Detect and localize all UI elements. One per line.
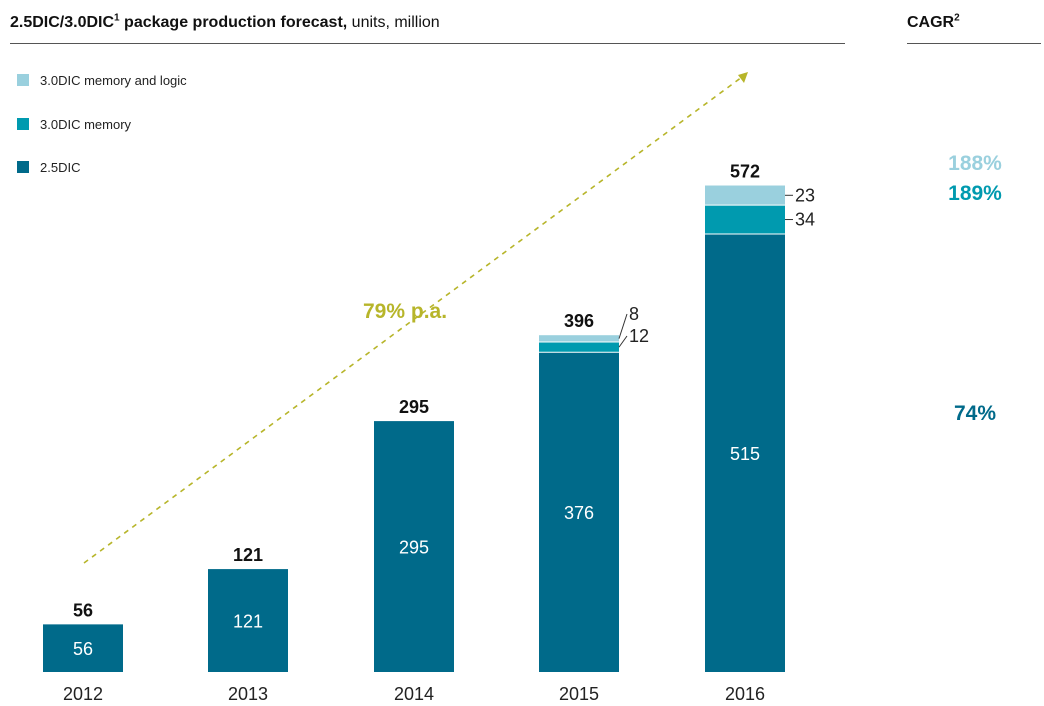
trend-line <box>83 76 743 564</box>
chart-title: 2.5DIC/3.0DIC1 package production foreca… <box>10 12 440 32</box>
bar-segment <box>539 335 619 343</box>
segment-value-label: 34 <box>795 210 815 230</box>
segment-value-label: 8 <box>629 304 639 324</box>
chart-title-main: 2.5DIC/3.0DIC <box>10 14 115 31</box>
bar-segment <box>705 233 785 672</box>
x-tick-label: 2013 <box>228 684 268 704</box>
segment-value-label: 23 <box>795 185 815 205</box>
cagr-value: 189% <box>948 182 1002 205</box>
trend-label: 79% p.a. <box>363 300 447 323</box>
bar-total-label: 396 <box>564 311 594 331</box>
legend-swatch <box>17 74 29 86</box>
segment-leader-line <box>618 313 628 339</box>
legend-label: 3.0DIC memory <box>40 117 132 132</box>
x-tick-label: 2012 <box>63 684 103 704</box>
chart-title-footnote: 1 <box>114 12 120 24</box>
chart-title-units: units, million <box>347 14 440 31</box>
x-tick-label: 2015 <box>559 684 599 704</box>
bar-total-label: 56 <box>73 600 93 620</box>
cagr-header: CAGR2 <box>907 12 960 32</box>
legend-label: 3.0DIC memory and logic <box>40 73 187 88</box>
segment-leader-line <box>618 335 628 348</box>
bar-value-label: 376 <box>564 503 594 523</box>
bar-value-label: 56 <box>73 639 93 659</box>
legend-label: 2.5DIC <box>40 160 80 175</box>
legend-swatch <box>17 118 29 130</box>
bar-segment <box>208 569 288 672</box>
bar-segment <box>374 421 454 672</box>
bar-total-label: 572 <box>730 162 760 182</box>
cagr-value: 188% <box>948 152 1002 175</box>
legend-swatch <box>17 161 29 173</box>
bar-segment <box>705 205 785 234</box>
cagr-divider <box>907 43 1041 44</box>
cagr-header-footnote: 2 <box>954 12 960 24</box>
bar-segment <box>43 624 123 672</box>
cagr-value: 74% <box>954 402 996 425</box>
segment-value-label: 12 <box>629 326 649 346</box>
chart-title-rest: package production forecast, <box>119 14 348 31</box>
x-tick-label: 2016 <box>725 684 765 704</box>
bar-total-label: 121 <box>233 545 263 565</box>
trend-arrowhead <box>738 72 748 83</box>
bar-segment <box>539 352 619 672</box>
title-divider <box>10 43 845 44</box>
bar-value-label: 121 <box>233 612 263 632</box>
x-tick-label: 2014 <box>394 684 434 704</box>
bar-value-label: 515 <box>730 444 760 464</box>
cagr-header-label: CAGR <box>907 14 955 31</box>
bar-total-label: 295 <box>399 397 429 417</box>
bar-segment <box>705 185 785 206</box>
bar-value-label: 295 <box>399 538 429 558</box>
bar-segment <box>539 342 619 353</box>
